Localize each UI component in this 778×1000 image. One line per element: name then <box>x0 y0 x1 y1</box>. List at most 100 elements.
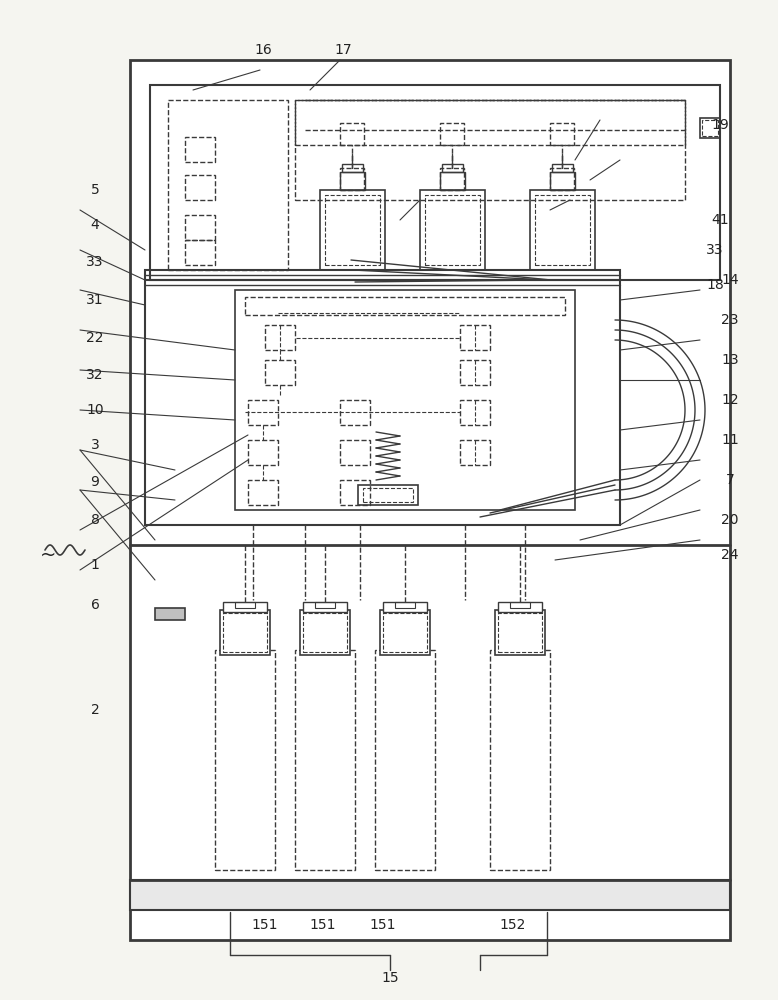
Bar <box>223 613 267 652</box>
Text: 13: 13 <box>721 353 739 367</box>
Text: 1: 1 <box>90 558 100 572</box>
Bar <box>510 602 530 608</box>
Bar <box>340 400 370 425</box>
Bar <box>420 190 485 270</box>
Text: 33: 33 <box>86 255 103 269</box>
Bar <box>440 123 464 145</box>
Text: 33: 33 <box>706 243 724 257</box>
Bar <box>235 290 575 510</box>
Bar <box>358 485 418 505</box>
Bar <box>552 164 573 172</box>
Text: 7: 7 <box>726 473 734 487</box>
Text: 4: 4 <box>90 218 100 232</box>
Bar <box>130 880 730 910</box>
Bar <box>295 650 355 870</box>
Bar <box>442 164 463 172</box>
Bar <box>530 190 595 270</box>
Bar <box>265 325 295 350</box>
Text: 23: 23 <box>721 313 739 327</box>
Bar <box>320 190 385 270</box>
Bar <box>185 137 215 162</box>
Text: 151: 151 <box>370 918 396 932</box>
Text: 152: 152 <box>499 918 526 932</box>
Text: 5: 5 <box>90 183 100 197</box>
Bar <box>303 602 347 612</box>
Text: 151: 151 <box>310 918 336 932</box>
Bar <box>383 602 427 612</box>
Bar <box>340 440 370 465</box>
Bar <box>363 488 413 502</box>
Text: 41: 41 <box>711 213 729 227</box>
Text: 31: 31 <box>86 293 103 307</box>
Bar <box>168 100 288 270</box>
Text: 3: 3 <box>90 438 100 452</box>
Bar <box>342 164 363 172</box>
Text: 24: 24 <box>721 548 739 562</box>
Bar <box>498 613 542 652</box>
Bar <box>300 610 350 655</box>
Bar <box>248 440 278 465</box>
Text: 22: 22 <box>86 331 103 345</box>
Bar <box>490 650 550 870</box>
Bar <box>425 195 480 265</box>
Bar <box>535 195 590 265</box>
Bar <box>550 168 574 190</box>
Bar <box>340 480 370 505</box>
Bar <box>185 215 215 240</box>
Text: ~: ~ <box>40 546 56 564</box>
Text: 15: 15 <box>381 971 399 985</box>
Text: 12: 12 <box>721 393 739 407</box>
Text: 32: 32 <box>86 368 103 382</box>
Bar <box>340 123 364 145</box>
Bar <box>223 602 267 612</box>
Bar <box>248 480 278 505</box>
Bar <box>155 608 185 620</box>
Bar <box>185 175 215 200</box>
Text: 11: 11 <box>721 433 739 447</box>
Bar <box>245 297 565 315</box>
Text: 19: 19 <box>711 118 729 132</box>
Text: 9: 9 <box>90 475 100 489</box>
Bar <box>295 100 685 200</box>
Bar <box>145 270 620 525</box>
Bar <box>440 172 465 190</box>
Text: 8: 8 <box>90 513 100 527</box>
Bar <box>150 85 720 280</box>
Bar <box>460 360 490 385</box>
Bar <box>248 400 278 425</box>
Text: 14: 14 <box>721 273 739 287</box>
Bar <box>395 602 415 608</box>
Bar <box>375 650 435 870</box>
Bar <box>700 118 720 138</box>
Text: 20: 20 <box>721 513 739 527</box>
Bar <box>130 60 730 940</box>
Bar <box>440 168 464 190</box>
Bar <box>325 195 380 265</box>
Text: 151: 151 <box>252 918 279 932</box>
Bar <box>220 610 270 655</box>
Bar <box>265 360 295 385</box>
Bar <box>460 325 490 350</box>
Bar <box>340 172 365 190</box>
Bar <box>295 100 685 145</box>
Text: 16: 16 <box>254 43 272 57</box>
Bar <box>460 440 490 465</box>
Bar <box>380 610 430 655</box>
Bar <box>340 168 364 190</box>
Bar <box>383 613 427 652</box>
Text: 2: 2 <box>90 703 100 717</box>
Bar <box>702 120 718 136</box>
Text: 18: 18 <box>706 278 724 292</box>
Bar <box>498 602 542 612</box>
Text: 6: 6 <box>90 598 100 612</box>
Bar <box>495 610 545 655</box>
Text: 17: 17 <box>335 43 352 57</box>
Text: 10: 10 <box>86 403 103 417</box>
Bar <box>185 240 215 265</box>
Bar <box>235 602 255 608</box>
Bar <box>303 613 347 652</box>
Bar <box>215 650 275 870</box>
Bar <box>460 400 490 425</box>
Bar <box>550 123 574 145</box>
Bar <box>550 172 575 190</box>
